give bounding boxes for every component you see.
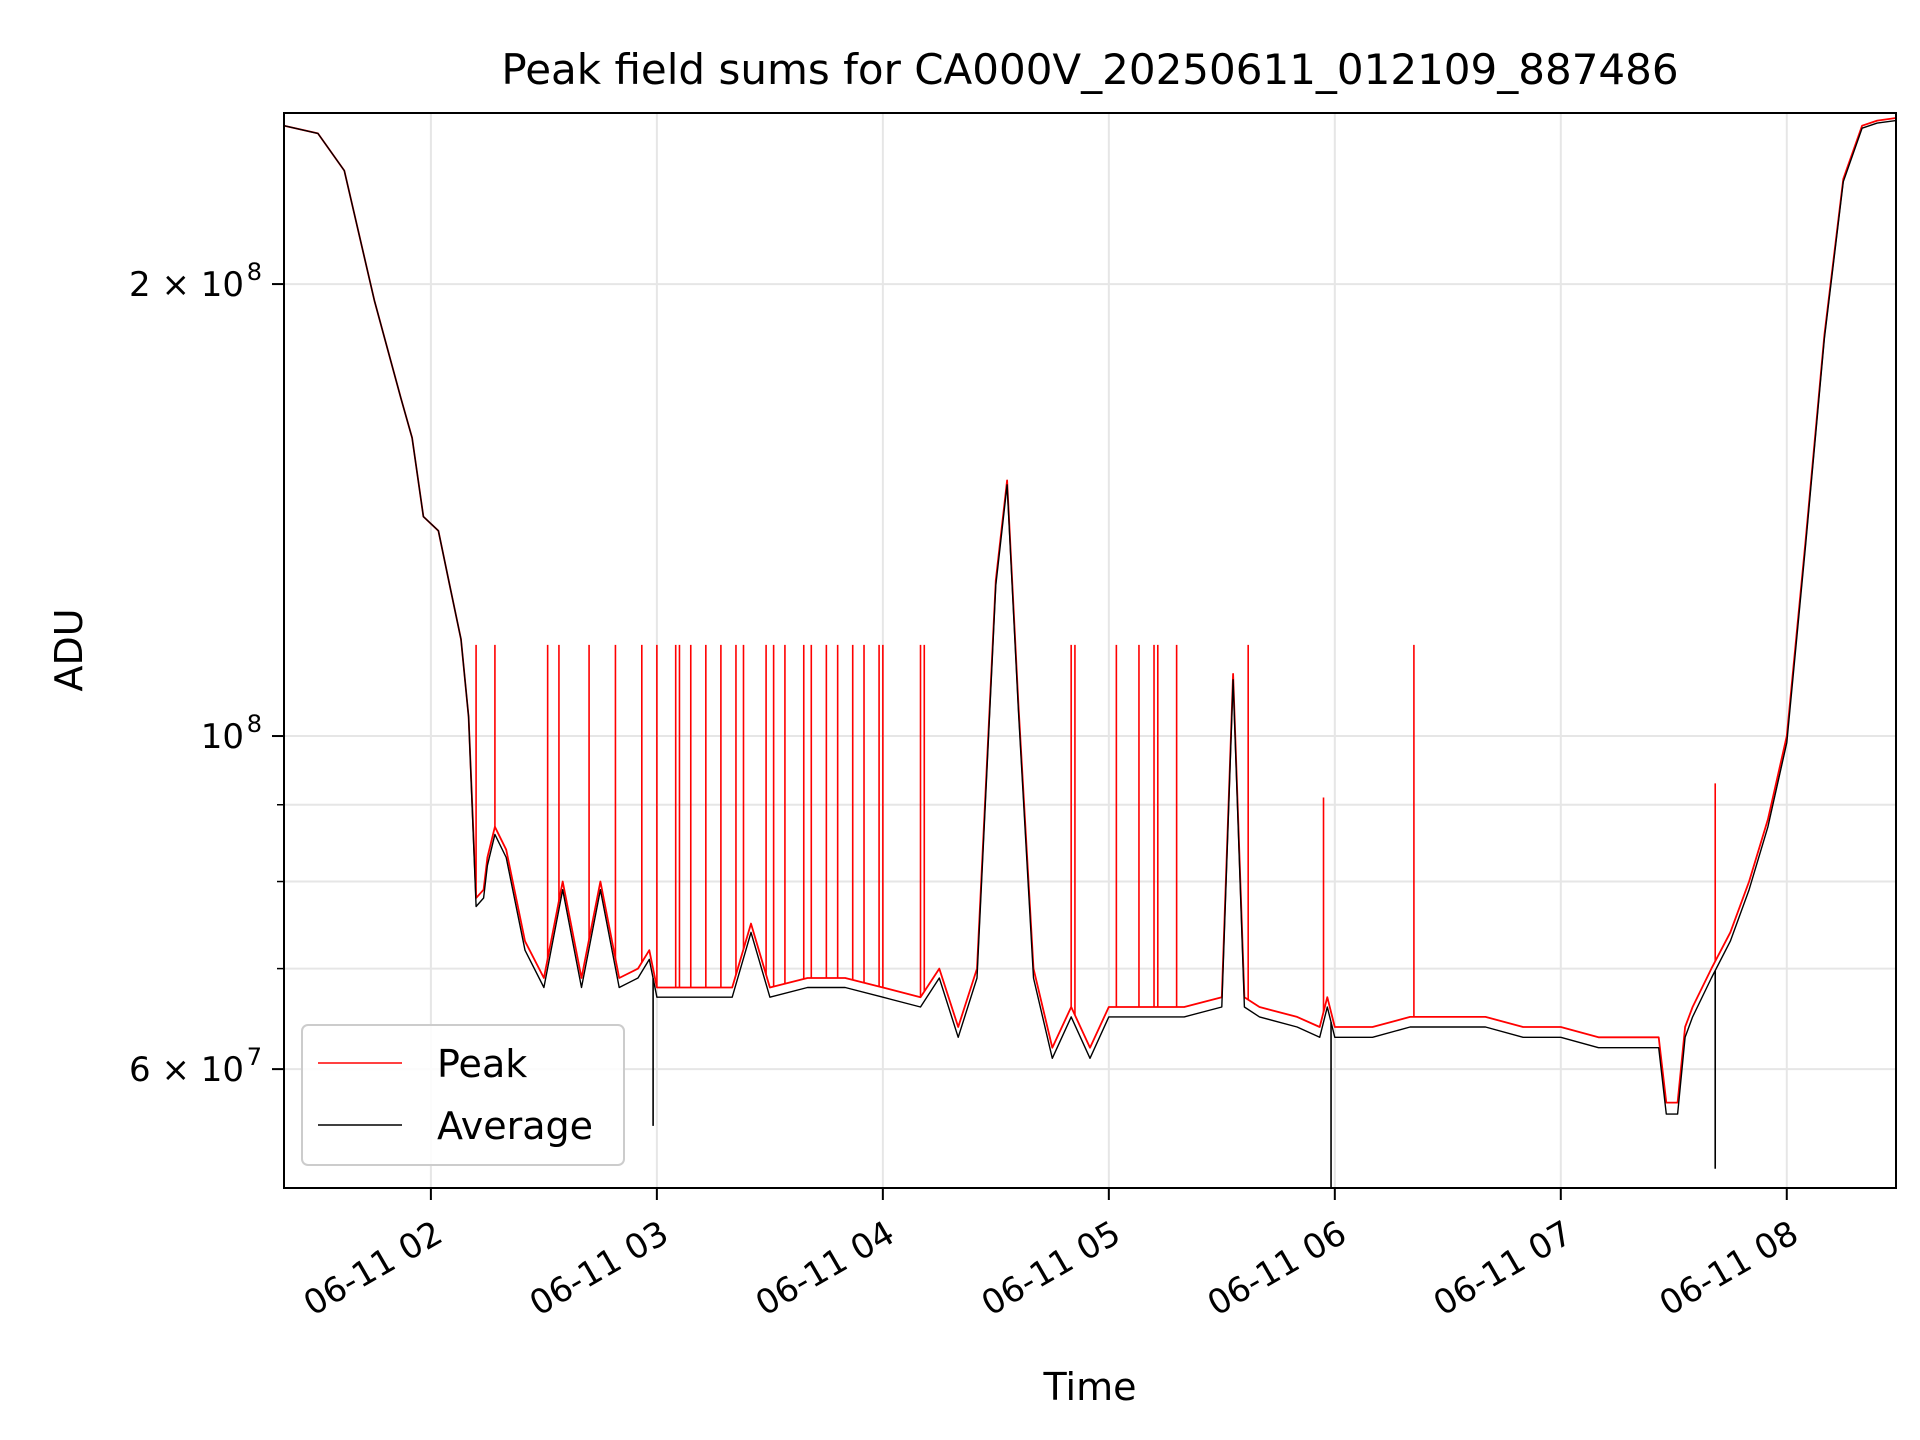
plot-area <box>284 113 1896 1188</box>
y-tick-exponent: 8 <box>247 258 262 286</box>
grid <box>284 113 1896 1188</box>
x-axis-label: Time <box>1043 1365 1137 1409</box>
y-axis-label: ADU <box>47 608 91 691</box>
y-tick-label: 2 × 10 <box>129 265 244 305</box>
y-tick-exponent: 7 <box>247 1043 262 1071</box>
y-tick-exponent: 8 <box>247 710 262 738</box>
legend-box <box>301 1024 625 1166</box>
y-tick-label: 6 × 10 <box>129 1050 244 1090</box>
legend-label-average: Average <box>437 1104 593 1148</box>
y-tick-label: 10 <box>201 717 244 757</box>
y-axis: 6 × 10 710 82 × 10 8 <box>129 258 284 1090</box>
chart-title: Peak field sums for CA000V_20250611_0121… <box>501 45 1678 94</box>
series-line-average <box>284 119 1896 1115</box>
legend: Peak Average <box>301 1024 625 1166</box>
series-layer <box>284 117 1896 1188</box>
plot-frame <box>283 112 1897 1189</box>
legend-label-peak: Peak <box>437 1042 527 1086</box>
